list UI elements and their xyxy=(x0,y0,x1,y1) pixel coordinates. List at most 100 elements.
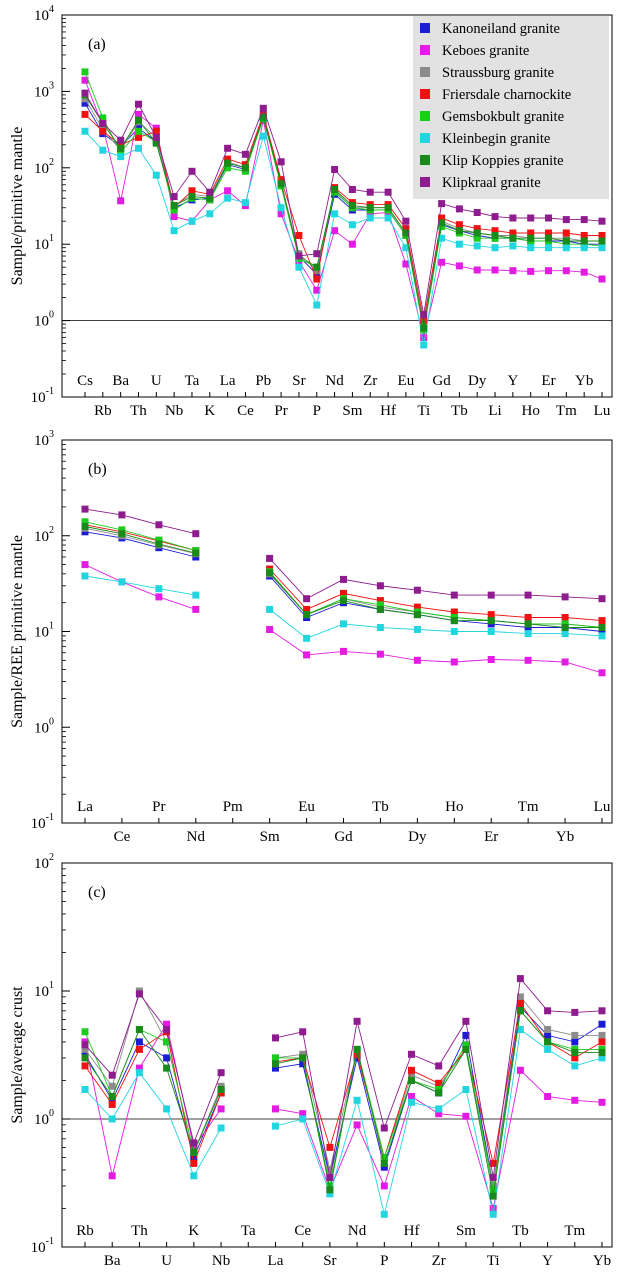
x-tick-label-hf: Hf xyxy=(380,403,396,419)
data-point-er xyxy=(545,267,552,275)
series-line xyxy=(84,521,196,552)
data-point-ho xyxy=(450,617,458,625)
data-point-pr xyxy=(155,536,163,544)
data-point-th xyxy=(135,990,143,998)
y-tick-label-base: 10 xyxy=(34,314,49,330)
data-point-tb xyxy=(376,605,384,613)
y-tick-label-exponent: 2 xyxy=(49,525,54,536)
data-point-yb xyxy=(580,216,588,224)
data-point-sm xyxy=(266,554,274,562)
data-point-dy xyxy=(473,225,481,233)
data-point-cs xyxy=(81,89,89,97)
y-tick-label-exponent: 3 xyxy=(49,429,54,440)
data-point-lu xyxy=(598,669,606,677)
data-point-hf xyxy=(408,1098,415,1106)
data-point-rb xyxy=(81,1041,89,1049)
data-point-tm xyxy=(524,624,532,631)
data-point-yb xyxy=(598,1007,606,1015)
data-point-u xyxy=(163,1038,171,1046)
data-point-tb xyxy=(516,999,524,1007)
y-tick-label-base: 10 xyxy=(34,161,49,177)
data-point-k xyxy=(190,1154,198,1161)
data-point-nd xyxy=(192,530,200,538)
data-point-tm xyxy=(524,656,532,664)
data-point-dy xyxy=(473,266,481,274)
data-point-gd xyxy=(438,214,446,222)
data-point-hf xyxy=(384,188,392,196)
y-tick-label-exponent: 0 xyxy=(49,310,54,321)
data-point-zr xyxy=(435,1089,443,1097)
data-point-p xyxy=(380,1124,388,1132)
x-tick-label-la: La xyxy=(268,1253,284,1269)
data-point-p xyxy=(380,1210,388,1218)
data-point-rb xyxy=(81,1028,89,1036)
data-point-sm xyxy=(462,1041,470,1049)
data-point-hf xyxy=(408,1050,415,1058)
data-point-sm xyxy=(462,1017,470,1025)
data-point-er xyxy=(487,628,495,635)
data-point-y xyxy=(544,1045,552,1053)
data-point-eu xyxy=(402,217,410,225)
x-tick-label-dy: Dy xyxy=(408,829,427,845)
data-point-la xyxy=(81,572,89,580)
data-point-yb xyxy=(561,630,569,638)
legend-label: Kleinbegin granite xyxy=(442,131,550,147)
data-point-er xyxy=(545,244,552,252)
data-point-tb xyxy=(455,262,463,270)
data-point-ba xyxy=(108,1115,116,1123)
legend-swatch xyxy=(420,23,430,33)
y-tick-label-base: 10 xyxy=(34,8,49,24)
y-tick-label: 100 xyxy=(34,716,54,736)
data-point-ba xyxy=(108,1096,116,1104)
x-tick-label-ce: Ce xyxy=(294,1223,311,1239)
data-point-ti xyxy=(489,1159,497,1167)
y-tick-label: 103 xyxy=(34,429,54,449)
series-line xyxy=(84,526,196,554)
panel-label: (b) xyxy=(88,461,107,478)
series-line xyxy=(269,572,602,628)
data-point-dy xyxy=(473,209,481,216)
data-point-li xyxy=(491,227,499,235)
x-tick-label-ba: Ba xyxy=(104,1253,121,1269)
data-point-nb xyxy=(217,1069,225,1077)
data-point-p xyxy=(380,1154,388,1161)
data-point-ce xyxy=(241,150,249,158)
series-kanoneiland-granite xyxy=(81,1003,606,1190)
y-tick-label-exponent: -1 xyxy=(46,812,54,823)
data-point-zr xyxy=(366,210,374,218)
data-point-p xyxy=(380,1182,388,1190)
x-tick-label-ta: Ta xyxy=(241,1223,256,1239)
data-point-la xyxy=(224,194,232,202)
data-point-nb xyxy=(217,1105,225,1113)
legend-label: Straussburg granite xyxy=(442,65,554,81)
data-point-tb xyxy=(376,597,384,605)
series-kleinbegin-granite xyxy=(81,572,606,642)
y-tick-label-base: 10 xyxy=(34,84,49,100)
data-point-zr xyxy=(435,1079,443,1087)
data-point-yb xyxy=(580,237,588,245)
x-tick-label-u: U xyxy=(161,1253,172,1269)
data-point-pb xyxy=(259,132,267,140)
data-point-la xyxy=(272,1105,279,1113)
data-point-nd xyxy=(331,227,339,235)
legend-label: Gemsbokbult granite xyxy=(442,109,564,125)
y-tick-label-exponent: 0 xyxy=(49,1108,54,1119)
series-line xyxy=(269,558,603,600)
y-tick-label: 104 xyxy=(34,4,54,24)
data-point-ce xyxy=(241,199,249,207)
x-tick-label-p: P xyxy=(313,403,321,419)
data-point-y xyxy=(544,1031,552,1039)
x-tick-label-gd: Gd xyxy=(334,829,353,845)
legend-swatch xyxy=(420,89,430,99)
data-point-lu xyxy=(598,624,606,631)
panel-label: (a) xyxy=(88,36,106,53)
data-point-tm xyxy=(571,1049,579,1057)
data-point-rb xyxy=(99,120,107,127)
data-point-k xyxy=(190,1143,198,1151)
data-point-tm xyxy=(571,1008,579,1016)
data-point-cs xyxy=(81,127,89,135)
legend-swatch xyxy=(420,133,430,143)
data-point-sr xyxy=(295,263,303,271)
